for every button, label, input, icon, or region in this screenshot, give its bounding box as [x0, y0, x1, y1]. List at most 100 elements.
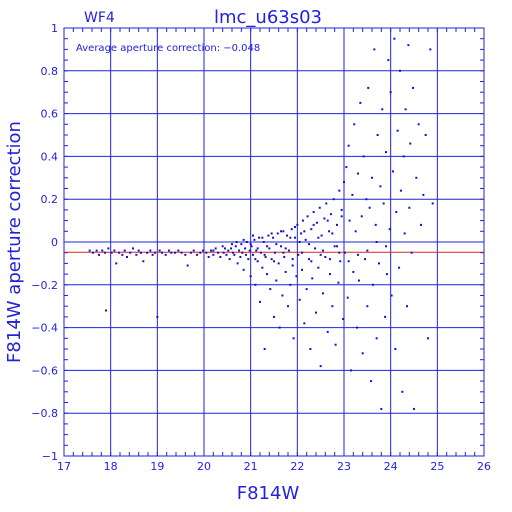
data-point	[231, 243, 233, 246]
data-point	[278, 326, 281, 329]
data-point	[325, 202, 328, 205]
data-point	[343, 251, 346, 254]
y-tick-label: 0.4	[41, 150, 59, 163]
data-points	[88, 37, 434, 410]
data-point	[317, 236, 320, 239]
data-point	[236, 262, 239, 265]
data-point	[364, 258, 366, 261]
data-point	[266, 273, 268, 276]
data-point	[199, 251, 202, 254]
data-point	[422, 193, 425, 196]
data-point	[291, 264, 294, 267]
data-point	[252, 253, 254, 256]
data-point	[371, 176, 373, 179]
data-point	[110, 251, 113, 254]
data-point	[412, 86, 415, 89]
data-point	[132, 247, 135, 250]
data-point	[303, 230, 306, 233]
data-point	[259, 300, 261, 303]
data-point	[212, 249, 215, 252]
x-axis-label: F814W	[237, 483, 300, 504]
data-point	[371, 283, 374, 286]
data-point	[339, 260, 342, 263]
data-point	[351, 193, 354, 196]
data-point	[379, 185, 382, 188]
data-point	[384, 315, 387, 318]
y-tick-label: −0.2	[31, 279, 58, 292]
data-point	[340, 215, 343, 218]
x-tick-label: 21	[244, 460, 258, 473]
data-point	[301, 251, 303, 254]
data-point	[290, 228, 293, 231]
data-point	[245, 253, 247, 256]
data-point	[262, 241, 265, 243]
y-tick-label: −0.6	[31, 364, 58, 377]
data-point	[280, 230, 282, 233]
data-point	[107, 247, 110, 250]
data-point	[403, 232, 406, 235]
data-point	[222, 251, 225, 254]
data-point	[366, 249, 369, 252]
data-point	[227, 249, 230, 252]
data-point	[408, 206, 411, 209]
data-point	[297, 253, 300, 256]
data-point	[334, 343, 337, 346]
data-point	[282, 251, 285, 254]
data-point	[168, 249, 170, 252]
data-point	[272, 236, 275, 239]
data-point	[415, 176, 418, 179]
data-point	[345, 166, 348, 169]
data-point	[323, 217, 326, 220]
data-point	[219, 255, 222, 258]
data-point	[374, 223, 377, 226]
data-point	[320, 234, 323, 237]
data-point	[315, 221, 318, 224]
data-point	[338, 189, 341, 192]
data-point	[340, 208, 343, 211]
data-point	[151, 253, 154, 256]
data-point	[388, 228, 391, 231]
data-point	[357, 172, 359, 175]
data-point	[158, 249, 161, 252]
data-point	[353, 123, 356, 126]
data-point	[378, 262, 380, 265]
data-point	[309, 348, 312, 350]
data-point	[387, 59, 390, 62]
data-point	[390, 294, 393, 297]
data-point	[264, 255, 267, 258]
average-annotation: Average aperture correction: −0.048	[76, 43, 260, 54]
data-point	[410, 251, 413, 254]
y-tick-label: −0.4	[31, 322, 58, 335]
data-point	[336, 245, 338, 248]
data-point	[118, 251, 121, 254]
data-point	[233, 253, 236, 256]
data-point	[252, 234, 254, 237]
data-point	[338, 251, 341, 254]
data-point	[429, 48, 432, 51]
data-point	[298, 298, 301, 301]
data-point	[380, 407, 383, 410]
data-point	[365, 198, 368, 201]
data-point	[275, 279, 278, 282]
data-point	[269, 288, 272, 291]
y-tick-label: 0	[51, 236, 58, 249]
data-point	[322, 249, 324, 252]
data-point	[284, 247, 287, 250]
data-point	[399, 189, 402, 192]
data-point	[254, 283, 257, 286]
data-point	[342, 318, 345, 321]
data-point	[255, 249, 258, 252]
data-point	[424, 134, 427, 136]
data-point	[357, 279, 360, 282]
data-point	[261, 266, 264, 269]
data-point	[407, 44, 410, 47]
data-point	[329, 273, 331, 276]
data-point	[242, 268, 245, 271]
data-point	[254, 258, 257, 261]
data-point	[105, 309, 107, 312]
data-point	[333, 245, 336, 248]
data-point	[238, 249, 240, 252]
data-point	[409, 142, 412, 145]
data-point	[230, 247, 233, 250]
data-point	[140, 251, 142, 254]
